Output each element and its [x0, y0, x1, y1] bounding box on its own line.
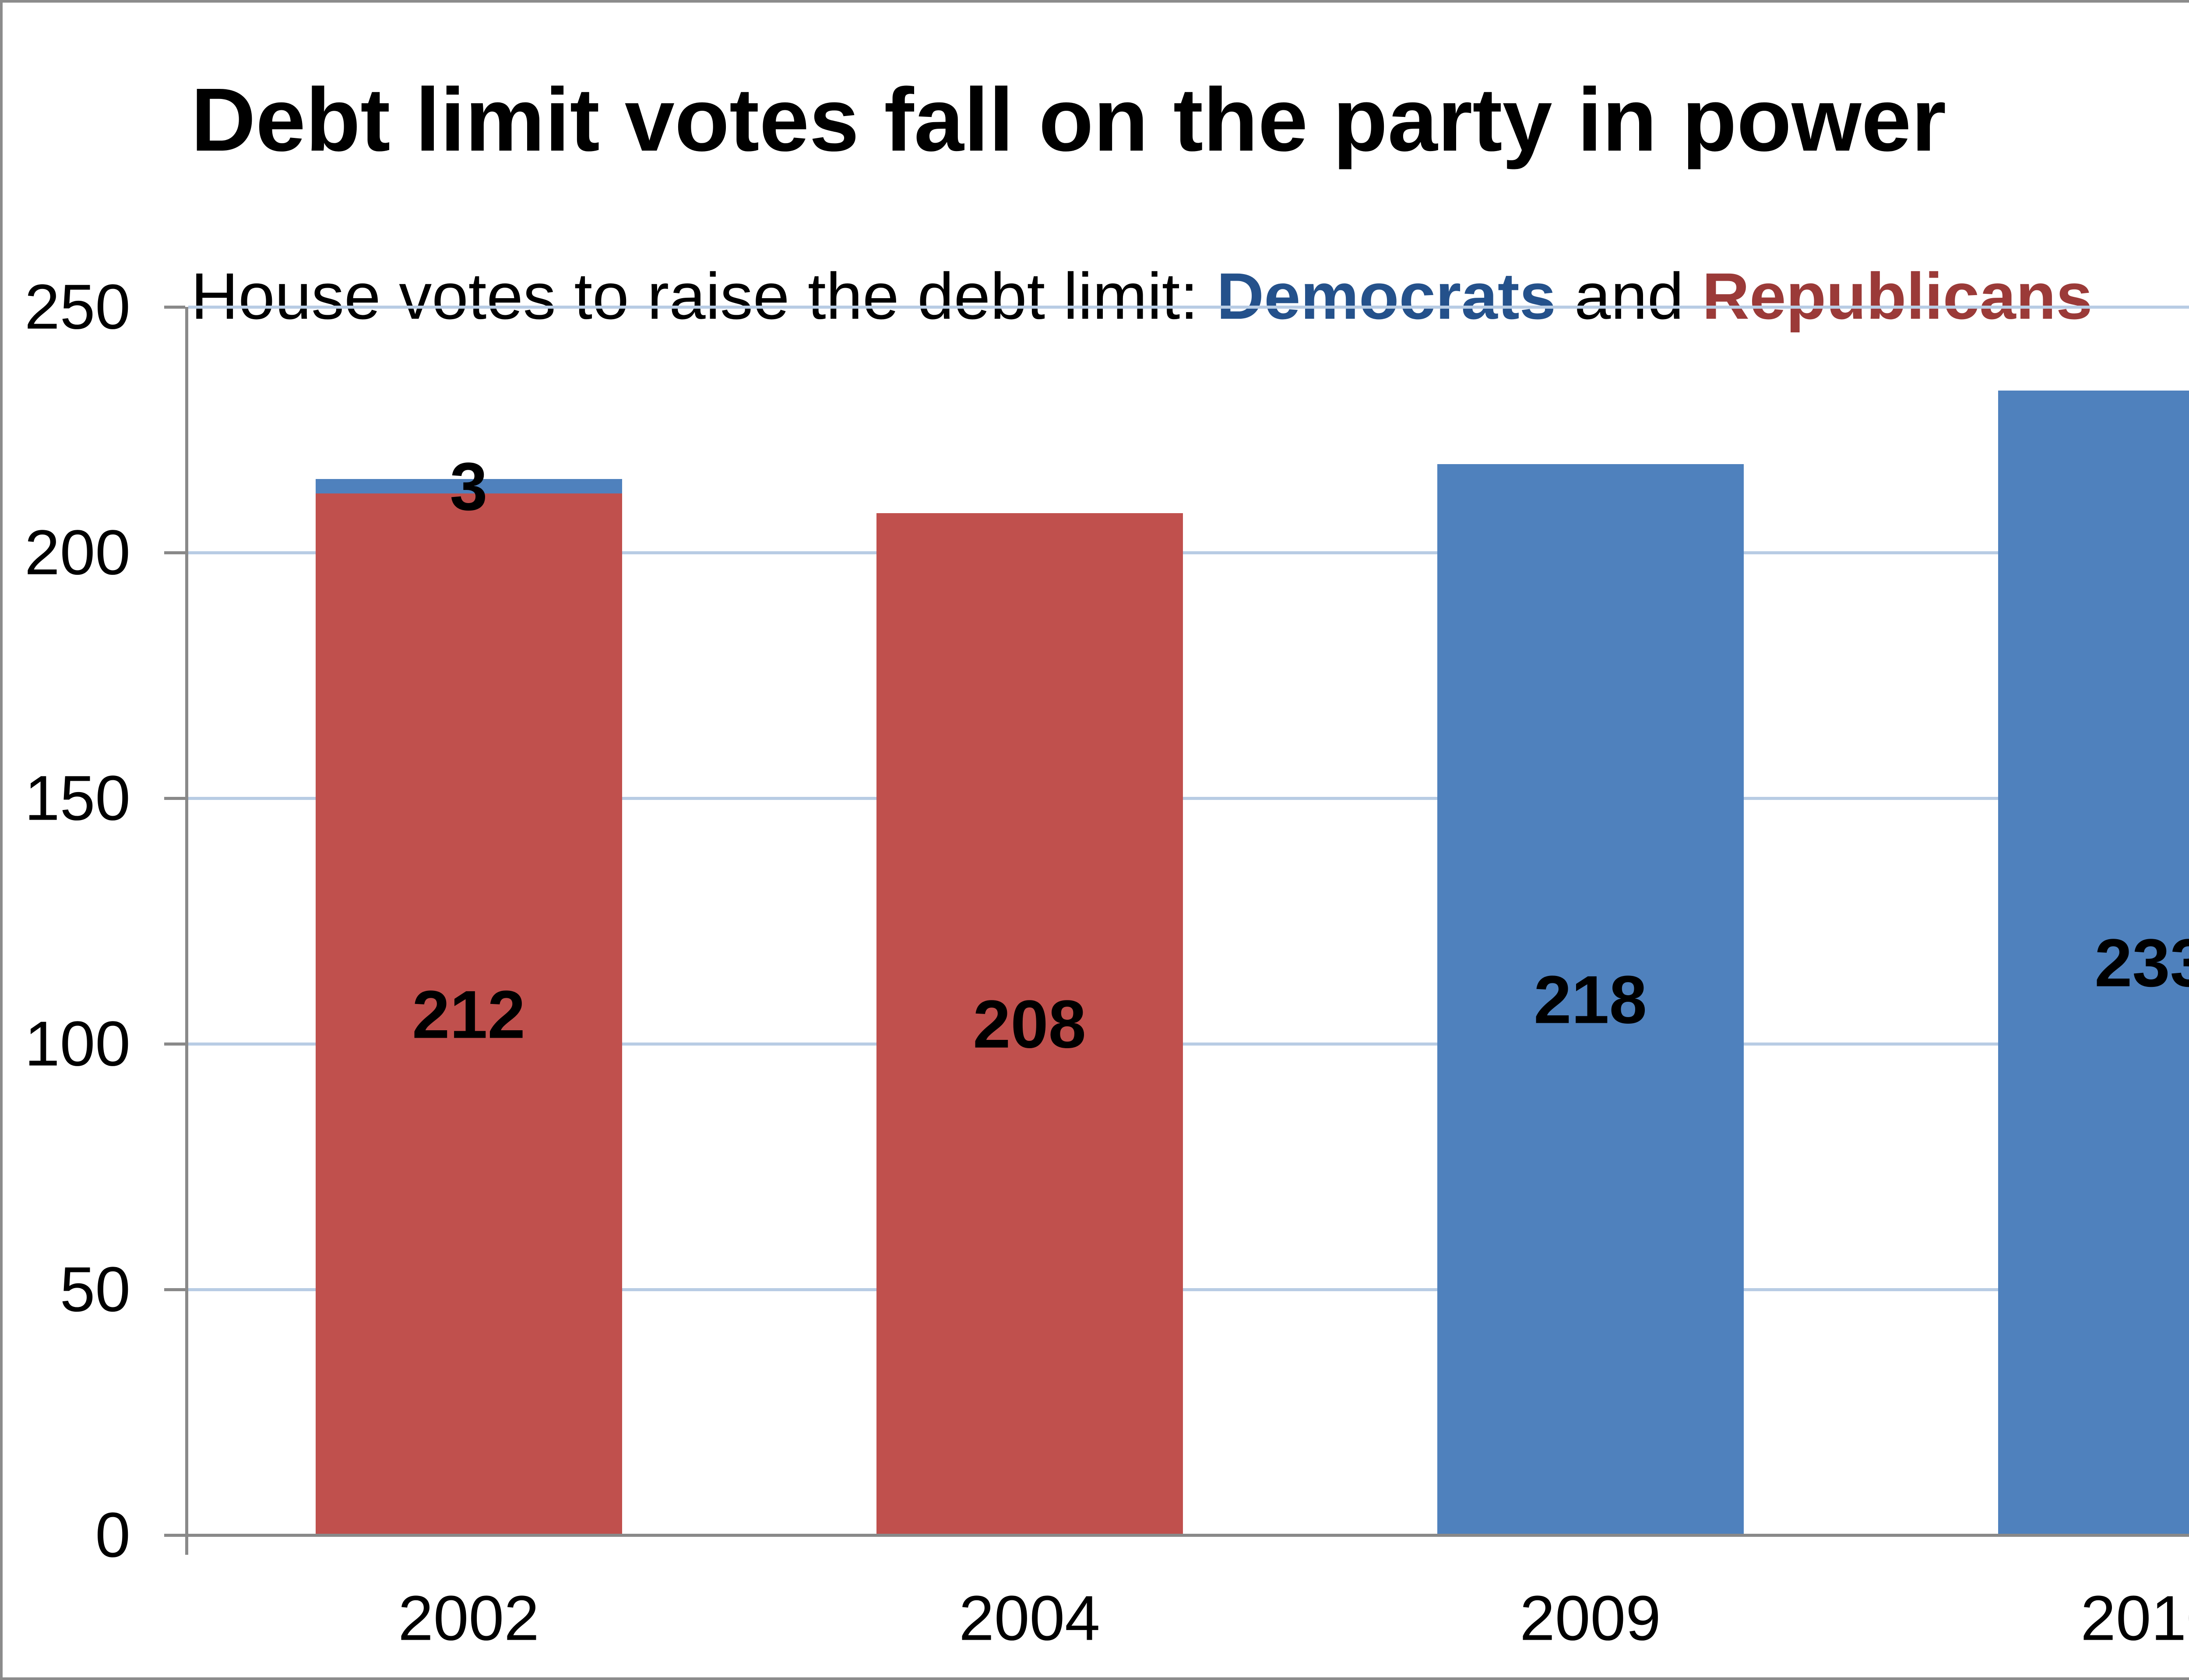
y-tick-label-100: 100 — [25, 1008, 130, 1079]
x-axis-label-2010: 2010 — [2080, 1582, 2189, 1654]
y-tick-50 — [164, 1288, 185, 1291]
gridline-250 — [188, 306, 2189, 309]
y-tick-0 — [164, 1534, 185, 1537]
y-tick-100 — [164, 1043, 185, 1046]
subtitle-prefix: House votes to raise the debt limit: — [191, 259, 1217, 333]
plot-area: 212 3 208 218 233 — [188, 306, 2189, 1535]
x-axis-label-2004: 2004 — [959, 1582, 1100, 1654]
subtitle-republicans: Republicans — [1702, 259, 2093, 333]
y-tick-label-200: 200 — [25, 517, 130, 588]
y-axis-line — [185, 307, 188, 1555]
y-tick-200 — [164, 551, 185, 554]
bar-value-label-2010-democrats: 233 — [2094, 925, 2189, 1001]
y-tick-label-50: 50 — [60, 1254, 130, 1325]
bar-value-label-2004-republicans: 208 — [973, 986, 1086, 1062]
gridline-150 — [188, 797, 2189, 800]
y-tick-label-0: 0 — [95, 1499, 130, 1571]
y-tick-150 — [164, 797, 185, 800]
bar-segment-2002-democrats — [315, 479, 622, 494]
bar-segment-2002-republicans — [315, 493, 622, 1535]
bar-value-label-2009-democrats: 218 — [1534, 962, 1647, 1038]
x-axis-line — [185, 1534, 2189, 1537]
gridline-50 — [188, 1288, 2189, 1291]
bar-segment-2010-democrats — [1998, 390, 2189, 1535]
y-tick-label-250: 250 — [25, 271, 130, 342]
chart-title: Debt limit votes fall on the party in po… — [191, 70, 1946, 170]
gridline-200 — [188, 551, 2189, 554]
chart-subtitle: House votes to raise the debt limit: Dem… — [191, 257, 2093, 335]
subtitle-and: and — [1556, 259, 1702, 333]
bar-segment-2009-democrats — [1437, 464, 1744, 1535]
bar-value-label-2002-republicans: 212 — [412, 976, 525, 1053]
gridline-100 — [188, 1043, 2189, 1046]
y-tick-250 — [164, 306, 185, 309]
x-axis-label-2002: 2002 — [398, 1582, 539, 1654]
y-tick-label-150: 150 — [25, 762, 130, 834]
subtitle-democrats: Democrats — [1216, 259, 1556, 333]
bar-value-label-2002-democrats: 3 — [450, 448, 488, 525]
x-axis-label-2009: 2009 — [1520, 1582, 1661, 1654]
bar-segment-2004-republicans — [876, 513, 1183, 1535]
